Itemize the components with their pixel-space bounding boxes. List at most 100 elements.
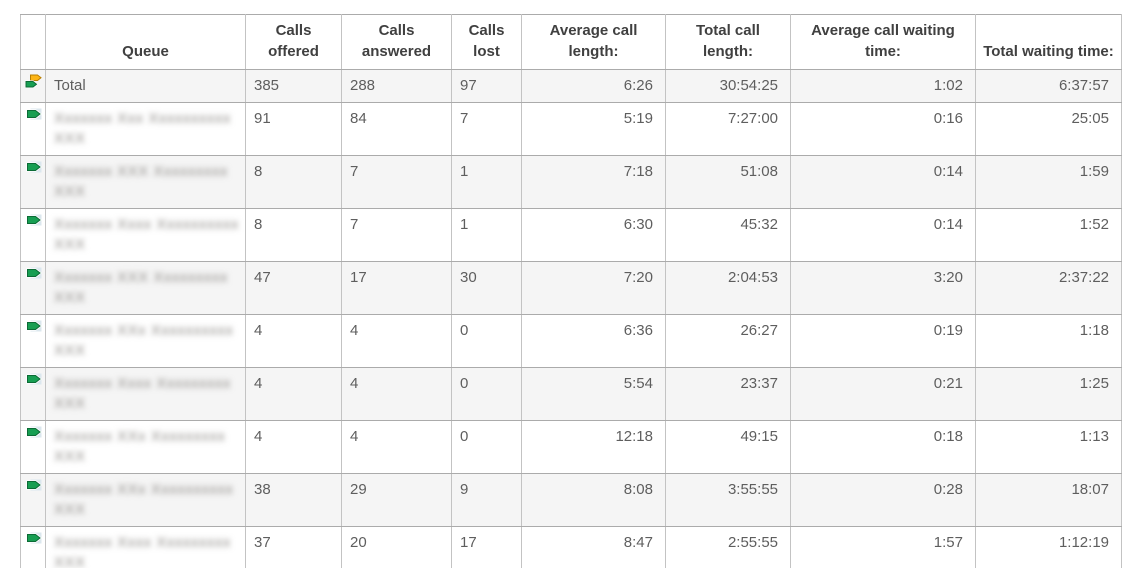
header-calls-lost[interactable]: Calls lost [451, 14, 522, 70]
calls-lost-value: 30 [451, 261, 522, 315]
row-icon-cell [20, 102, 46, 156]
queue-icon [25, 266, 43, 280]
average-call-length-value: 5:19 [521, 102, 666, 156]
row-icon-cell [20, 473, 46, 527]
total-call-length-value: 2:04:53 [665, 261, 791, 315]
header-calls-answered[interactable]: Calls answered [341, 14, 452, 70]
queue-name-cell: Xxxxxxx XXX Xxxxxxxxx XXX [45, 155, 246, 209]
calls-lost-value: 0 [451, 367, 522, 421]
queue-icon [25, 319, 43, 333]
calls-answered-value: 17 [341, 261, 452, 315]
total-waiting-time-value: 1:18 [975, 314, 1122, 368]
queue-name: Xxxxxxx XXX Xxxxxxxxx XXX [54, 163, 228, 200]
queue-icon [25, 531, 43, 545]
average-call-waiting-time-value: 0:14 [790, 155, 976, 209]
header-average-call-length[interactable]: Average call length: [521, 14, 666, 70]
calls-lost-value: 1 [451, 208, 522, 262]
queue-name: Xxxxxxx XXX Xxxxxxxxx XXX [54, 269, 228, 306]
table-row[interactable]: Xxxxxxx Xxxx Xxxxxxxxxx XXX 8 7 1 6:30 4… [20, 208, 1122, 262]
calls-answered-value: 7 [341, 155, 452, 209]
queue-name-cell: Xxxxxxx XXX Xxxxxxxxx XXX [45, 261, 246, 315]
queue-name-cell: Xxxxxxx Xxxx Xxxxxxxxx XXX [45, 526, 246, 568]
calls-lost-value: 7 [451, 102, 522, 156]
table-row[interactable]: Xxxxxxx Xxx Xxxxxxxxxx XXX 91 84 7 5:19 … [20, 102, 1122, 156]
total-waiting-time-value: 6:37:57 [975, 69, 1122, 103]
calls-offered-value: 47 [245, 261, 342, 315]
total-call-length-value: 26:27 [665, 314, 791, 368]
calls-lost-value: 17 [451, 526, 522, 568]
table-header-row: Queue Calls offered Calls answered Calls… [20, 14, 1122, 70]
calls-offered-value: 4 [245, 314, 342, 368]
queue-name: Xxxxxxx XXx Xxxxxxxxx XXX [54, 428, 226, 465]
queue-name-cell: Xxxxxxx Xxx Xxxxxxxxxx XXX [45, 102, 246, 156]
average-call-waiting-time-value: 0:14 [790, 208, 976, 262]
calls-offered-value: 4 [245, 367, 342, 421]
calls-lost-value: 0 [451, 420, 522, 474]
queue-icon [25, 107, 43, 121]
total-call-length-value: 49:15 [665, 420, 791, 474]
table-row[interactable]: Xxxxxxx Xxxx Xxxxxxxxx XXX 37 20 17 8:47… [20, 526, 1122, 568]
total-waiting-time-value: 1:25 [975, 367, 1122, 421]
queue-statistics-table: Queue Calls offered Calls answered Calls… [20, 14, 1122, 568]
total-waiting-time-value: 1:59 [975, 155, 1122, 209]
header-total-waiting-time[interactable]: Total waiting time: [975, 14, 1122, 70]
table-row[interactable]: Xxxxxxx XXx Xxxxxxxxxx XXX 38 29 9 8:08 … [20, 473, 1122, 527]
row-icon-cell [20, 314, 46, 368]
total-waiting-time-value: 25:05 [975, 102, 1122, 156]
total-call-length-value: 45:32 [665, 208, 791, 262]
queue-icon [25, 160, 43, 174]
average-call-waiting-time-value: 1:57 [790, 526, 976, 568]
queue-name: Xxxxxxx Xxxx Xxxxxxxxx XXX [54, 534, 231, 568]
header-calls-offered[interactable]: Calls offered [245, 14, 342, 70]
total-call-length-value: 51:08 [665, 155, 791, 209]
row-icon-cell [20, 208, 46, 262]
header-icon-cell [20, 14, 46, 70]
table-row[interactable]: Xxxxxxx XXX Xxxxxxxxx XXX 47 17 30 7:20 … [20, 261, 1122, 315]
calls-offered-value: 4 [245, 420, 342, 474]
calls-offered-value: 91 [245, 102, 342, 156]
table-row[interactable]: Xxxxxxx XXX Xxxxxxxxx XXX 8 7 1 7:18 51:… [20, 155, 1122, 209]
queue-icon [25, 372, 43, 386]
queue-name: Xxxxxxx XXx Xxxxxxxxxx XXX [54, 481, 234, 518]
queue-icon [25, 213, 43, 227]
average-call-length-value: 6:30 [521, 208, 666, 262]
table-row[interactable]: Xxxxxxx XXx Xxxxxxxxx XXX 4 4 0 12:18 49… [20, 420, 1122, 474]
total-queues-icon [24, 74, 43, 89]
calls-answered-value: 20 [341, 526, 452, 568]
header-average-call-waiting-time[interactable]: Average call waiting time: [790, 14, 976, 70]
calls-answered-value: 4 [341, 367, 452, 421]
header-queue[interactable]: Queue [45, 14, 246, 70]
queue-name-cell: Xxxxxxx XXx Xxxxxxxxxx XXX [45, 473, 246, 527]
queue-name: Xxxxxxx Xxx Xxxxxxxxxx XXX [54, 110, 231, 147]
row-icon-cell [20, 526, 46, 568]
table-row[interactable]: Xxxxxxx Xxxx Xxxxxxxxx XXX 4 4 0 5:54 23… [20, 367, 1122, 421]
average-call-waiting-time-value: 0:18 [790, 420, 976, 474]
calls-offered-value: 8 [245, 208, 342, 262]
table-row[interactable]: Total 385 288 97 6:26 30:54:25 1:02 6:37… [20, 69, 1122, 103]
total-waiting-time-value: 2:37:22 [975, 261, 1122, 315]
calls-answered-value: 84 [341, 102, 452, 156]
total-call-length-value: 3:55:55 [665, 473, 791, 527]
row-icon-cell [20, 420, 46, 474]
header-total-call-length[interactable]: Total call length: [665, 14, 791, 70]
queue-name-cell: Xxxxxxx Xxxx Xxxxxxxxx XXX [45, 367, 246, 421]
queue-name-cell: Xxxxxxx Xxxx Xxxxxxxxxx XXX [45, 208, 246, 262]
row-icon-cell [20, 367, 46, 421]
calls-lost-value: 0 [451, 314, 522, 368]
calls-offered-value: 37 [245, 526, 342, 568]
queue-name: Xxxxxxx XXx Xxxxxxxxxx XXX [54, 322, 234, 359]
table-row[interactable]: Xxxxxxx XXx Xxxxxxxxxx XXX 4 4 0 6:36 26… [20, 314, 1122, 368]
average-call-waiting-time-value: 3:20 [790, 261, 976, 315]
average-call-waiting-time-value: 0:28 [790, 473, 976, 527]
total-call-length-value: 23:37 [665, 367, 791, 421]
calls-answered-value: 4 [341, 314, 452, 368]
total-call-length-value: 7:27:00 [665, 102, 791, 156]
queue-name-cell: Total [45, 69, 246, 103]
calls-offered-value: 8 [245, 155, 342, 209]
average-call-waiting-time-value: 1:02 [790, 69, 976, 103]
total-call-length-value: 30:54:25 [665, 69, 791, 103]
average-call-length-value: 6:26 [521, 69, 666, 103]
calls-answered-value: 288 [341, 69, 452, 103]
average-call-length-value: 5:54 [521, 367, 666, 421]
